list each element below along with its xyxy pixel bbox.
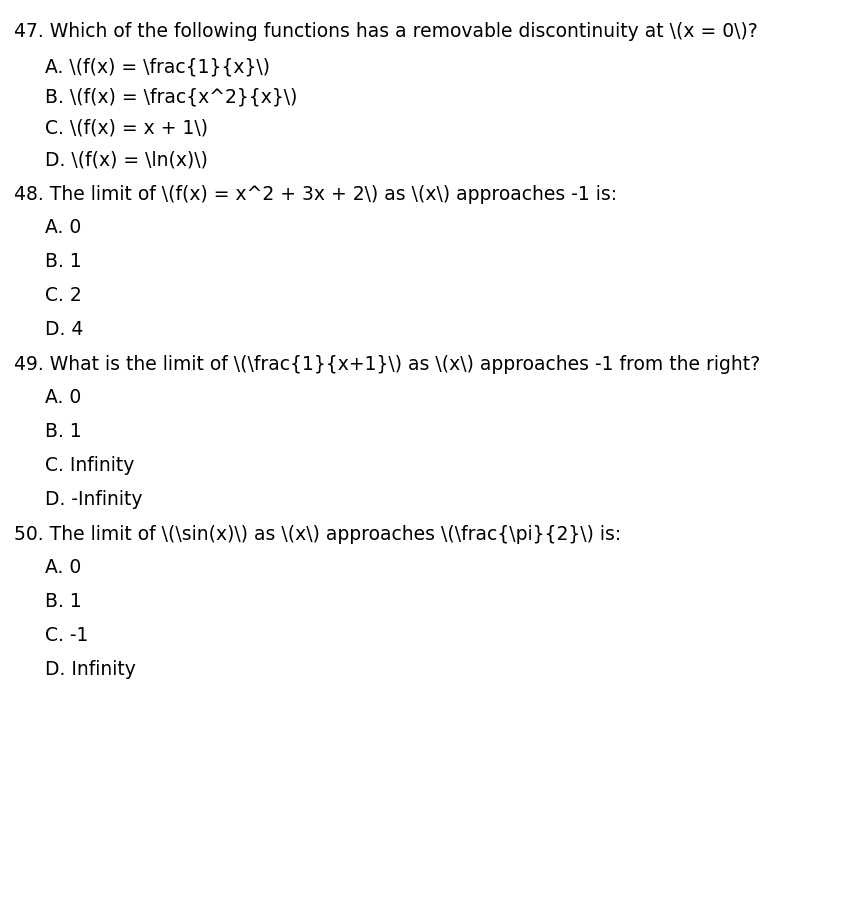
Text: D. \(f(x) = \ln(x)\): D. \(f(x) = \ln(x)\) — [45, 150, 208, 169]
Text: A. 0: A. 0 — [45, 388, 81, 407]
Text: D. -Infinity: D. -Infinity — [45, 490, 142, 509]
Text: A. 0: A. 0 — [45, 558, 81, 577]
Text: C. -1: C. -1 — [45, 626, 88, 645]
Text: C. \(f(x) = x + 1\): C. \(f(x) = x + 1\) — [45, 119, 208, 138]
Text: C. 2: C. 2 — [45, 286, 81, 305]
Text: B. 1: B. 1 — [45, 422, 81, 441]
Text: 49. What is the limit of \(\frac{1}{x+1}\) as \(x\) approaches -1 from the right: 49. What is the limit of \(\frac{1}{x+1}… — [14, 355, 760, 374]
Text: D. 4: D. 4 — [45, 320, 83, 339]
Text: A. 0: A. 0 — [45, 218, 81, 237]
Text: 50. The limit of \(\sin(x)\) as \(x\) approaches \(\frac{\pi}{2}\) is:: 50. The limit of \(\sin(x)\) as \(x\) ap… — [14, 525, 621, 544]
Text: B. 1: B. 1 — [45, 592, 81, 611]
Text: B. 1: B. 1 — [45, 252, 81, 271]
Text: A. \(f(x) = \frac{1}{x}\): A. \(f(x) = \frac{1}{x}\) — [45, 57, 270, 76]
Text: C. Infinity: C. Infinity — [45, 456, 135, 475]
Text: 47. Which of the following functions has a removable discontinuity at \(x = 0\)?: 47. Which of the following functions has… — [14, 22, 758, 41]
Text: D. Infinity: D. Infinity — [45, 660, 136, 679]
Text: 48. The limit of \(f(x) = x^2 + 3x + 2\) as \(x\) approaches -1 is:: 48. The limit of \(f(x) = x^2 + 3x + 2\)… — [14, 185, 617, 204]
Text: B. \(f(x) = \frac{x^2}{x}\): B. \(f(x) = \frac{x^2}{x}\) — [45, 88, 297, 107]
